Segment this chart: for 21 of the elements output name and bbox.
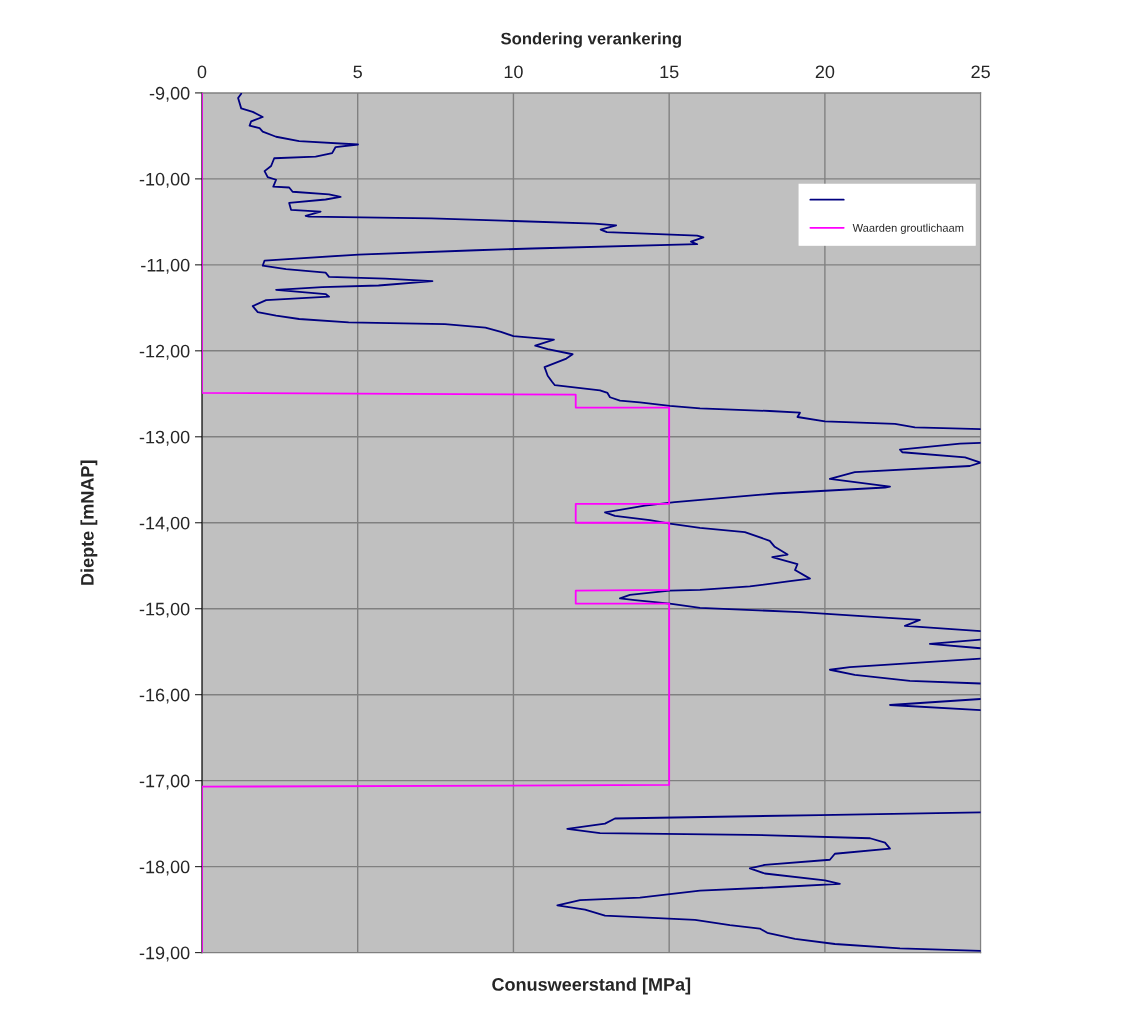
y-tick-label: -15,00 — [139, 602, 190, 618]
y-axis-title: Diepte [mNAP] — [80, 460, 98, 585]
y-tick-label: -13,00 — [139, 430, 190, 446]
y-tick-label: -18,00 — [139, 860, 190, 876]
x-axis-title: Conusweerstand [MPa] — [492, 977, 691, 995]
y-tick-label: -9,00 — [149, 86, 190, 102]
y-tick-label: -12,00 — [139, 344, 190, 360]
x-tick-label: 15 — [660, 65, 679, 79]
y-tick-label: -14,00 — [139, 516, 190, 532]
x-tick-label: 20 — [815, 65, 835, 79]
y-tick-label: -10,00 — [139, 172, 190, 188]
y-tick-label: -16,00 — [139, 688, 190, 704]
legend-label: Waarden groutlichaam — [852, 223, 964, 235]
x-tick-label: 25 — [971, 65, 990, 79]
x-tick-label: 5 — [353, 65, 362, 79]
y-tick-label: -17,00 — [139, 774, 190, 790]
chart-title: Sondering verankering — [501, 32, 681, 48]
x-tick-label: 0 — [197, 65, 207, 79]
x-tick-label: 10 — [504, 65, 523, 79]
y-tick-label: -11,00 — [141, 258, 190, 274]
y-tick-label: -19,00 — [139, 946, 190, 962]
